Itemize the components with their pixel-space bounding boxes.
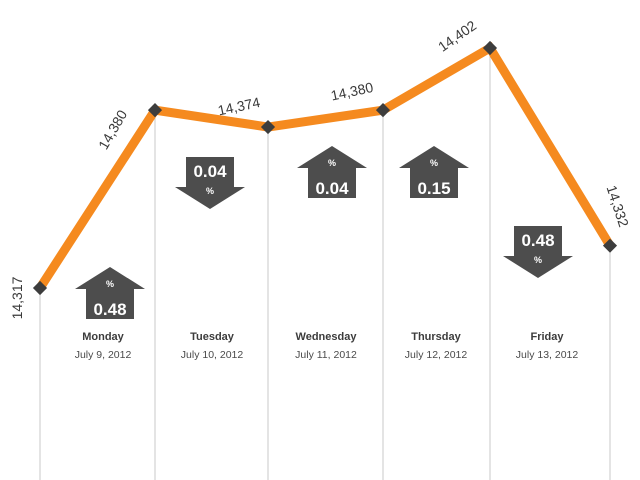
change-value: 0.04 xyxy=(193,162,227,181)
date-label: July 12, 2012 xyxy=(405,349,468,361)
date-label: July 10, 2012 xyxy=(181,349,244,361)
point-value-label: 14,380 xyxy=(329,79,374,104)
arrow-down-icon xyxy=(175,157,245,209)
date-label: July 9, 2012 xyxy=(75,349,132,361)
arrow-up-icon xyxy=(297,146,367,198)
point-marker xyxy=(482,40,498,56)
change-unit: % xyxy=(106,279,114,289)
date-label: July 11, 2012 xyxy=(295,349,357,361)
change-value: 0.04 xyxy=(315,179,349,198)
arrow-up-icon xyxy=(75,267,145,319)
day-label: Tuesday xyxy=(190,331,235,343)
day-label: Wednesday xyxy=(296,331,358,343)
change-unit: % xyxy=(534,255,542,265)
series-line xyxy=(36,41,614,291)
point-marker xyxy=(375,103,391,118)
point-marker xyxy=(260,119,276,135)
point-value-label: 14,332 xyxy=(604,183,633,229)
point-value-label: 14,374 xyxy=(216,94,261,119)
change-value: 0.48 xyxy=(93,300,126,319)
day-label: Thursday xyxy=(411,331,461,343)
point-value-label: 14,402 xyxy=(435,17,479,55)
point-value-label: 14,380 xyxy=(95,107,130,152)
date-label: July 13, 2012 xyxy=(516,349,579,361)
arrow-down-icon xyxy=(503,226,573,278)
point-marker xyxy=(602,238,618,253)
day-label: Friday xyxy=(530,331,564,343)
point-value-label: 14,317 xyxy=(9,276,25,319)
change-unit: % xyxy=(430,158,438,168)
arrow-up-icon xyxy=(399,146,469,198)
change-unit: % xyxy=(328,158,336,168)
change-value: 0.48 xyxy=(521,231,554,250)
change-unit: % xyxy=(206,186,214,196)
day-label: Monday xyxy=(82,331,124,343)
change-value: 0.15 xyxy=(417,179,450,198)
point-marker xyxy=(32,280,48,296)
